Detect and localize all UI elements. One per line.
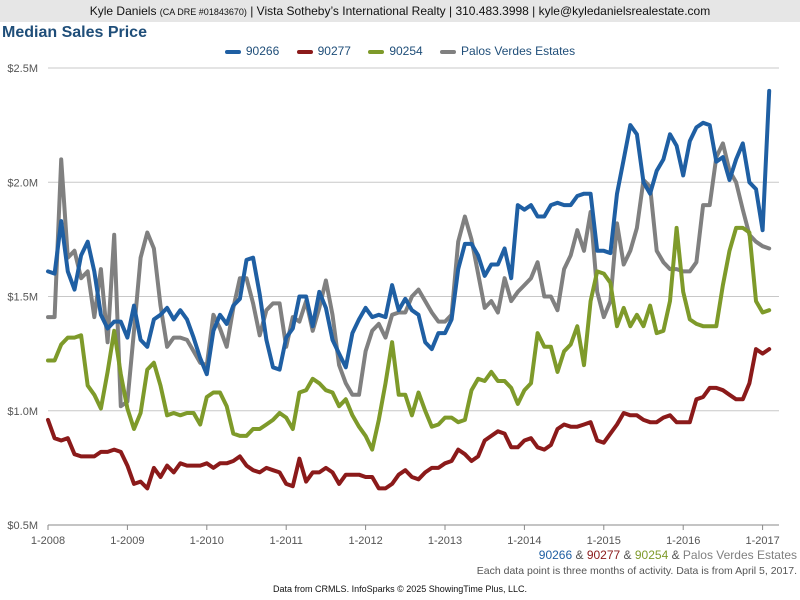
zip-90277-text: 90277 xyxy=(586,548,621,562)
legend-label-90266: 90266 xyxy=(245,44,280,58)
zip-pve-text: Palos Verdes Estates xyxy=(682,548,797,562)
y-tick-label: $2.5M xyxy=(7,63,38,75)
legend-label-90254: 90254 xyxy=(389,44,423,58)
y-tick-label: $2.0M xyxy=(7,177,38,189)
x-tick-label: 1-2011 xyxy=(269,535,302,547)
agent-contact: | Vista Sotheby’s International Realty |… xyxy=(250,4,711,18)
data-source: Data from CRMLS. InfoSparks © 2025 Showi… xyxy=(273,584,527,594)
zip-separator: & xyxy=(620,548,635,562)
chart-legend: 90266 90277 90254 Palos Verdes Estates xyxy=(0,44,800,58)
zip-separator: & xyxy=(668,548,683,562)
legend-item-90254: 90254 xyxy=(368,44,423,58)
legend-swatch-90277 xyxy=(296,49,313,54)
legend-swatch-90254 xyxy=(368,49,385,54)
legend-label-pve: Palos Verdes Estates xyxy=(461,44,576,58)
x-tick-label: 1-2016 xyxy=(666,535,700,547)
x-tick-label: 1-2017 xyxy=(745,535,779,547)
x-tick-label: 1-2012 xyxy=(348,535,382,547)
x-tick-label: 1-2008 xyxy=(31,535,65,547)
series-line-90277 xyxy=(46,347,772,491)
x-tick-label: 1-2010 xyxy=(190,535,224,547)
legend-item-90277: 90277 xyxy=(296,44,351,58)
zip-90254-text: 90254 xyxy=(634,548,669,562)
data-note: Each data point is three months of activ… xyxy=(476,565,797,577)
x-tick-label: 1-2009 xyxy=(110,535,144,547)
agent-name: Kyle Daniels xyxy=(89,4,157,18)
chart-title: Median Sales Price xyxy=(2,24,147,41)
x-tick-label: 1-2014 xyxy=(507,535,541,547)
series-line-90254 xyxy=(46,225,772,452)
series-line-90266 xyxy=(46,88,772,377)
zip-code-list: 90266 & 90277 & 90254 & Palos Verdes Est… xyxy=(539,548,797,562)
zip-90266-text: 90266 xyxy=(538,548,573,562)
agent-header-bar: Kyle Daniels (CA DRE #01843670) | Vista … xyxy=(0,0,800,22)
x-tick-label: 1-2015 xyxy=(587,535,621,547)
legend-item-pve: Palos Verdes Estates xyxy=(440,44,575,58)
legend-item-90266: 90266 xyxy=(224,44,280,58)
license-number: (CA DRE #01843670) xyxy=(159,7,247,17)
legend-swatch-90266 xyxy=(224,49,241,54)
y-tick-label: $1.0M xyxy=(7,406,38,418)
legend-label-90277: 90277 xyxy=(317,44,351,58)
legend-swatch-pve xyxy=(440,49,457,54)
x-tick-label: 1-2013 xyxy=(428,535,462,547)
y-tick-label: $0.5M xyxy=(7,520,38,532)
y-tick-label: $1.5M xyxy=(7,292,38,304)
zip-separator: & xyxy=(572,548,587,562)
